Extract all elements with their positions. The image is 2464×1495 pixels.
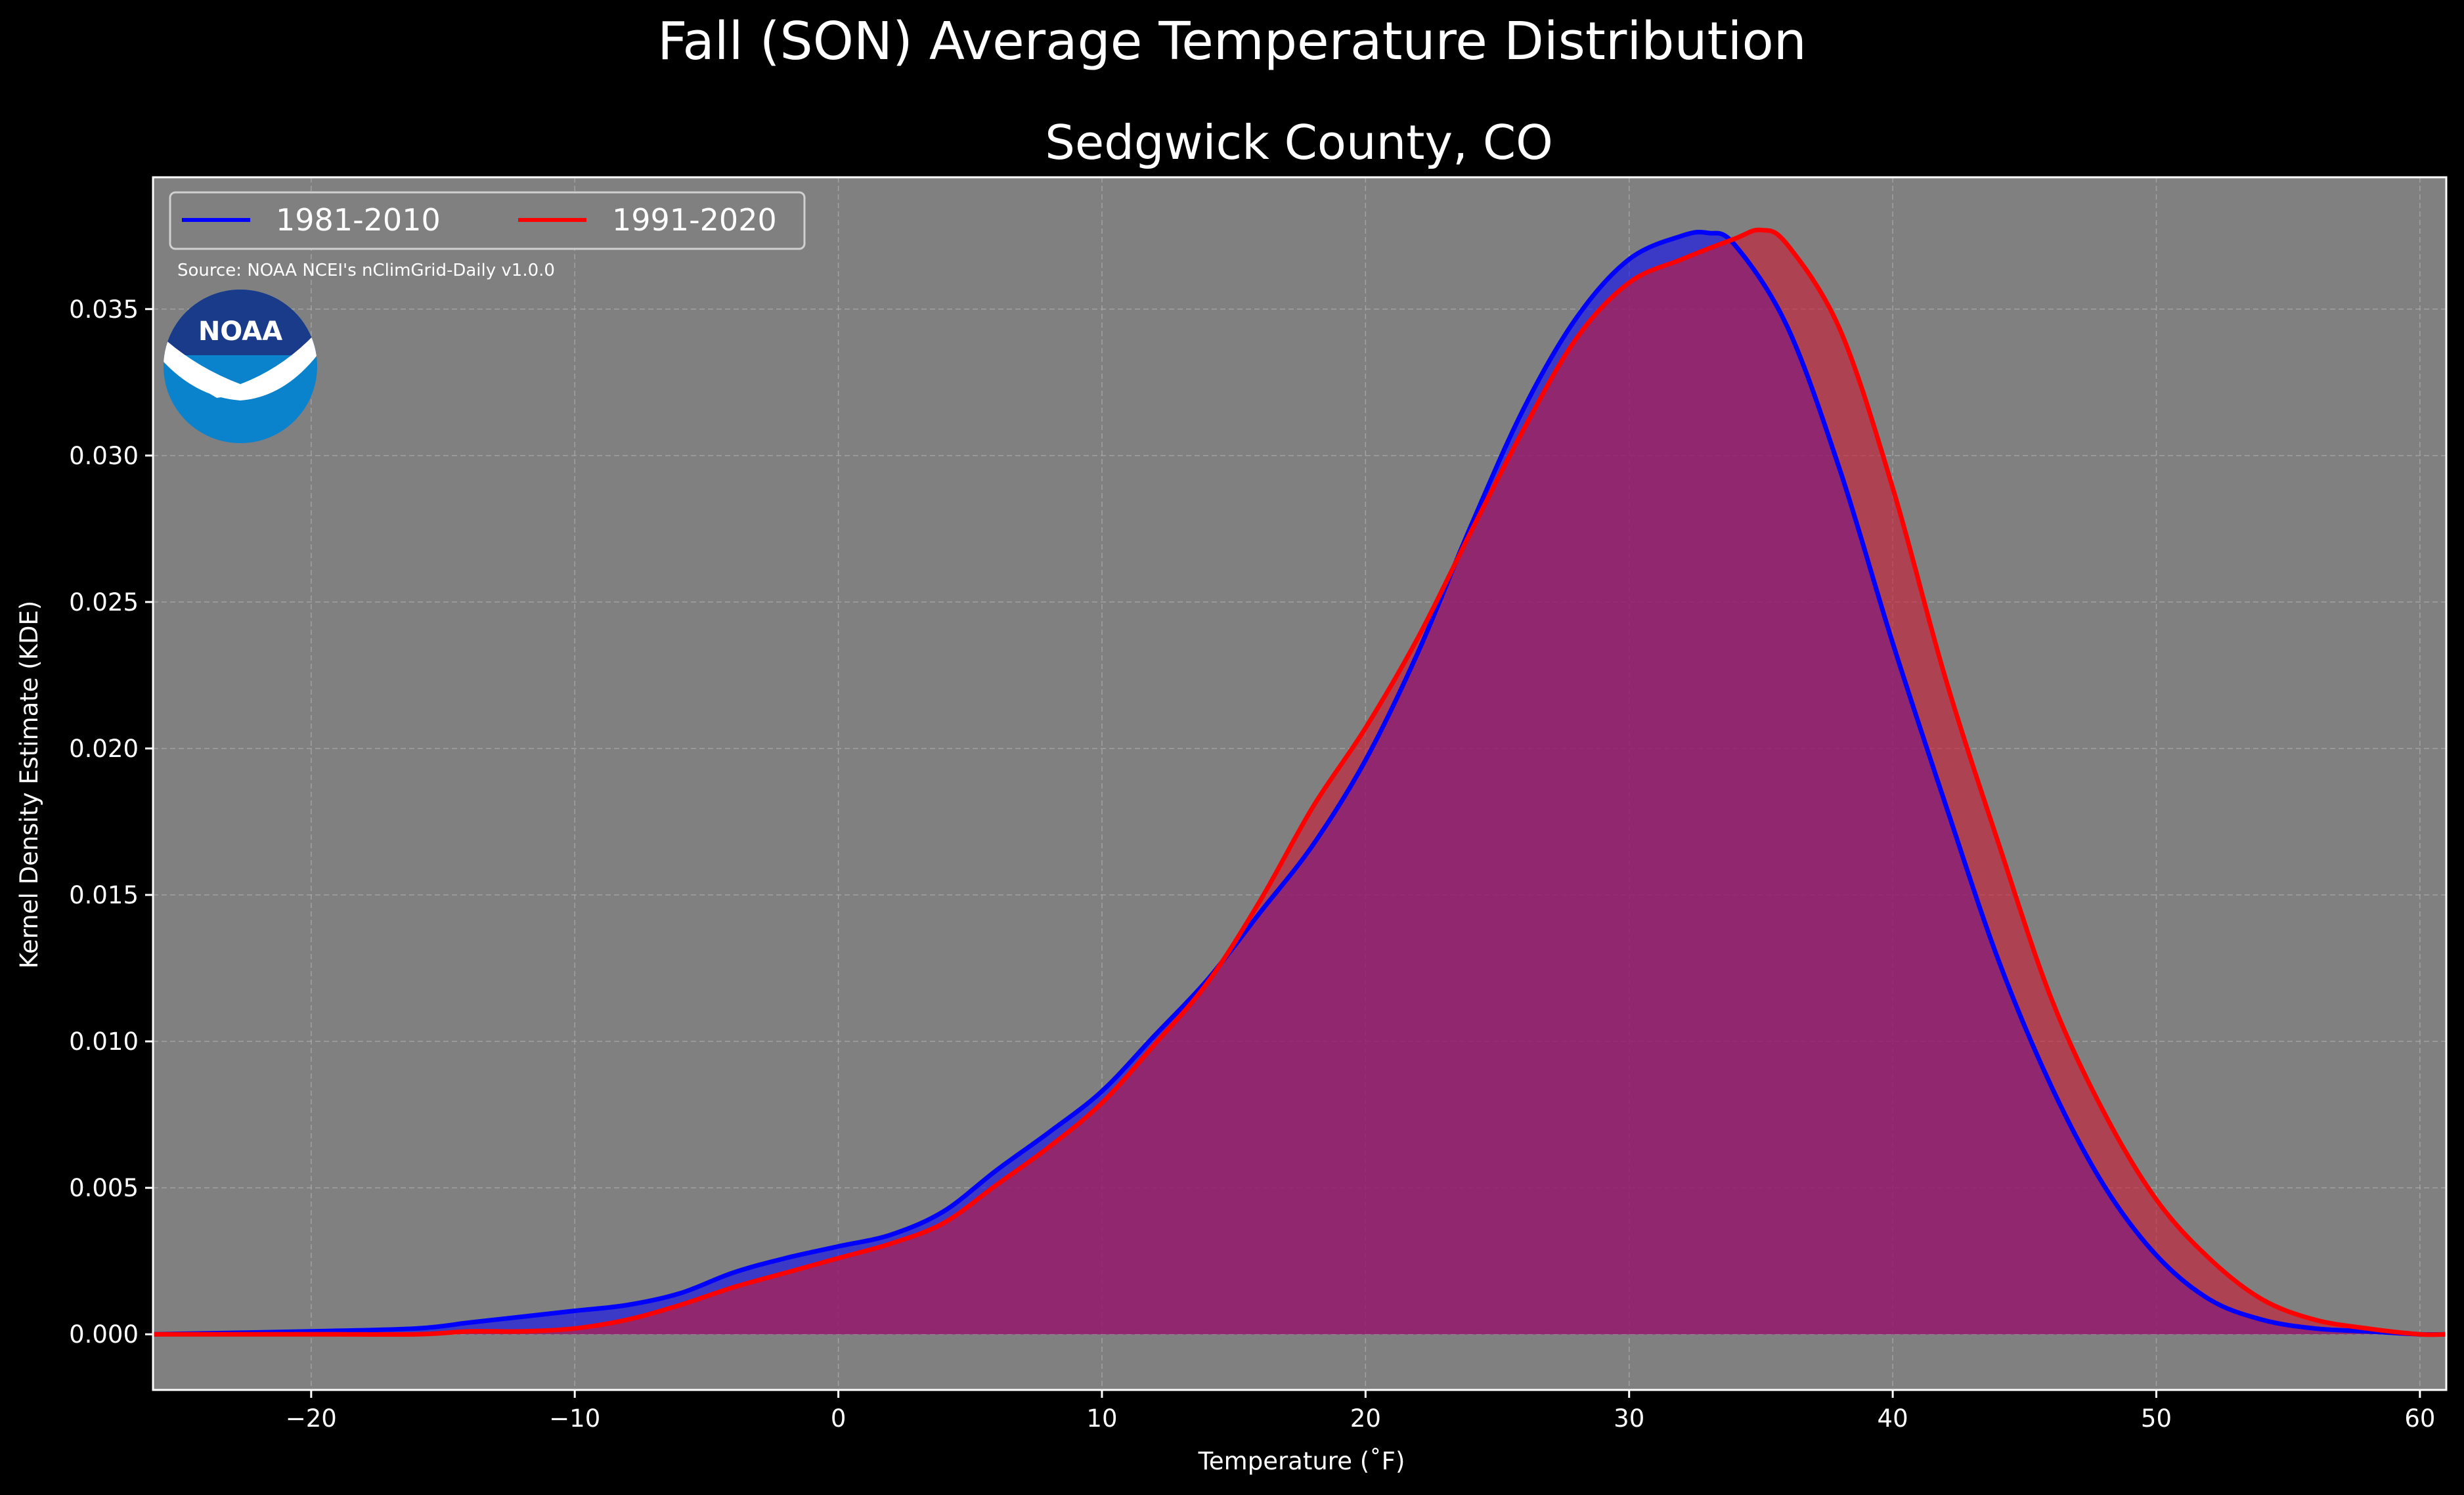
- y-tick-label: 0.035: [69, 295, 139, 324]
- x-tick-label: 10: [1086, 1404, 1117, 1433]
- x-tick-label: 50: [2141, 1404, 2172, 1433]
- x-tick-label: −10: [549, 1404, 600, 1433]
- plot-frame: [152, 176, 2448, 1391]
- source-note: Source: NOAA NCEI's nClimGrid-Daily v1.0…: [177, 261, 555, 280]
- chart-title: Fall (SON) Average Temperature Distribut…: [657, 11, 1807, 72]
- legend: 1981-2010 1991-2020: [169, 191, 806, 250]
- chart-subtitle: Sedgwick County, CO: [1045, 115, 1553, 170]
- y-tick-label: 0.015: [69, 881, 139, 909]
- y-tick-label: 0.005: [69, 1174, 139, 1202]
- area-fill-1991-2020: [153, 230, 2446, 1335]
- noaa-logo: NOAA: [164, 290, 317, 443]
- legend-label-1981-2010: 1981-2010: [276, 202, 441, 238]
- x-tick-label: 20: [1350, 1404, 1381, 1433]
- x-tick-label: 30: [1614, 1404, 1644, 1433]
- noaa-logo-text: NOAA: [198, 316, 282, 347]
- y-tick-label: 0.025: [69, 588, 139, 617]
- plot-area: −20 −10 0 10 20 30 40 50 60 0.000 0.005 0.010 0.015 0…: [69, 176, 2448, 1433]
- series-line-1991-2020: [153, 227, 2447, 1337]
- x-tick-label: −20: [286, 1404, 337, 1433]
- x-tick-label: 0: [831, 1404, 847, 1433]
- x-axis-label: Temperature (˚F): [1198, 1447, 1405, 1475]
- y-tick-label: 0.030: [69, 442, 139, 470]
- y-tick-label: 0.010: [69, 1028, 139, 1056]
- legend-box: [169, 191, 806, 250]
- y-tick-label: 0.020: [69, 735, 139, 763]
- y-axis-label: Kernel Density Estimate (KDE): [15, 601, 43, 969]
- legend-label-1991-2020: 1991-2020: [612, 202, 777, 238]
- y-tick-label: 0.000: [69, 1320, 139, 1349]
- x-tick-label: 40: [1878, 1404, 1908, 1433]
- x-tick-label: 60: [2404, 1404, 2435, 1433]
